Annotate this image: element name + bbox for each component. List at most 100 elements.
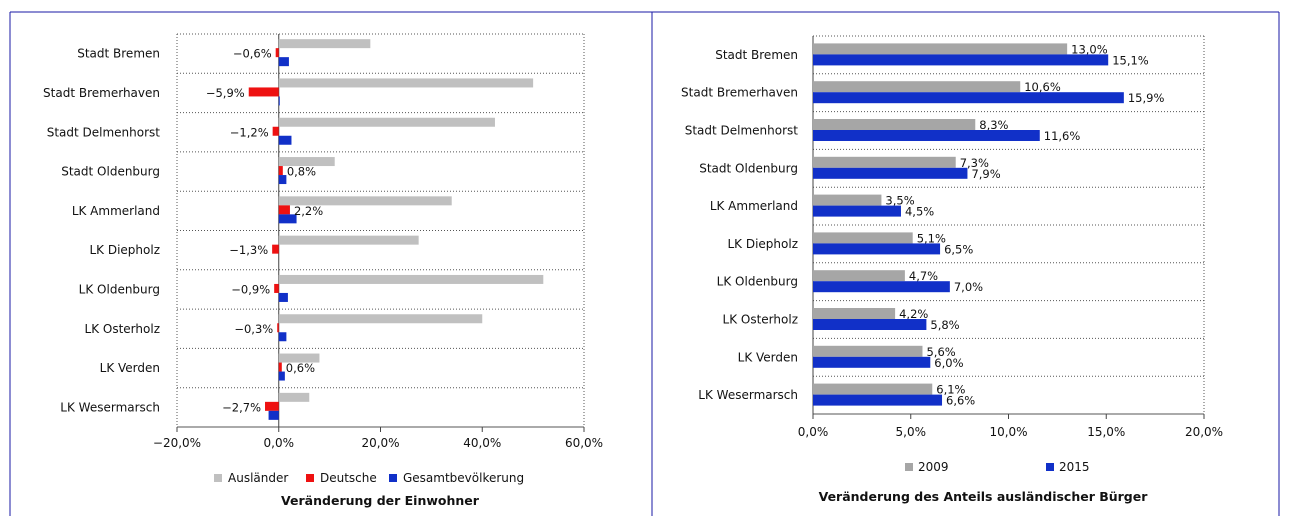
bar-deutsche (277, 323, 279, 333)
category-label: Stadt Oldenburg (699, 161, 798, 175)
legend-label: 2015 (1059, 460, 1090, 474)
data-label: −0,6% (233, 47, 272, 61)
category-label: LK Oldenburg (717, 275, 798, 289)
category-label: LK Oldenburg (79, 282, 160, 296)
data-label: 5,6% (926, 345, 955, 359)
bar-2015 (813, 205, 901, 217)
x-tick-label: 0,0% (798, 425, 829, 439)
chart-title: Veränderung des Anteils ausländischer Bü… (819, 489, 1149, 504)
category-label: LK Osterholz (85, 322, 160, 336)
bar-2015 (813, 319, 927, 330)
panel-frames (9, 11, 1280, 516)
category-label: LK Osterholz (723, 313, 798, 327)
category-label: Stadt Delmenhorst (685, 124, 799, 138)
bar-gesamt (278, 292, 288, 302)
bar-auslaender (278, 392, 310, 402)
category-label: LK Verden (738, 350, 798, 364)
bar-2015 (813, 281, 950, 293)
data-label: 4,5% (905, 205, 934, 219)
legend-label: 2009 (918, 460, 949, 474)
category-label: Stadt Bremerhaven (43, 86, 160, 100)
bar-2009 (813, 383, 933, 395)
category-label: LK Wesermarsch (60, 400, 160, 414)
bar-gesamt (278, 214, 297, 224)
legend-swatch (389, 474, 397, 482)
bar-deutsche (274, 283, 279, 293)
x-tick-label: 0,0% (264, 436, 295, 450)
data-label: 5,8% (930, 318, 959, 332)
data-label: 15,1% (1112, 53, 1149, 67)
category-label: LK Verden (100, 361, 160, 375)
data-label: 4,2% (899, 307, 928, 321)
bar-gesamt (268, 410, 279, 420)
bar-2015 (813, 243, 941, 255)
bar-2009 (813, 81, 1021, 93)
legend-swatch (306, 474, 314, 482)
x-tick-label: 20,0% (1185, 425, 1223, 439)
category-label: LK Diepholz (727, 237, 798, 251)
bar-auslaender (278, 39, 371, 49)
data-label: 10,6% (1024, 80, 1061, 94)
bar-2009 (813, 119, 976, 130)
x-tick-label: 15,0% (1087, 425, 1125, 439)
bar-deutsche (265, 401, 279, 411)
data-label: 15,9% (1128, 91, 1165, 105)
category-label: Stadt Bremen (77, 47, 160, 61)
bar-2009 (813, 308, 896, 319)
x-tick-label: 60,0% (565, 436, 603, 450)
legend-swatch (1046, 463, 1054, 471)
data-label: 7,3% (960, 156, 989, 170)
bar-2009 (813, 194, 882, 206)
data-label: 0,6% (286, 361, 315, 375)
bar-gesamt (278, 371, 285, 381)
data-label: 4,7% (909, 269, 938, 283)
bar-deutsche (278, 362, 282, 372)
bar-deutsche (272, 244, 279, 254)
chart-title: Veränderung der Einwohner (281, 493, 480, 508)
bar-2015 (813, 92, 1124, 104)
data-label: −2,7% (222, 400, 261, 414)
chart-right: 0,0% 5,0% 10,0% 15,0% 20,0% Stadt Bremen 13,0%… (681, 35, 1223, 504)
category-label: Stadt Delmenhorst (47, 125, 161, 139)
bar-deutsche (278, 205, 290, 215)
x-tick-label: 5,0% (896, 425, 927, 439)
x-tick-label: 20,0% (361, 436, 399, 450)
bar-2009 (813, 232, 913, 244)
bar-2009 (813, 156, 956, 168)
bar-auslaender (278, 78, 534, 88)
data-label: −1,3% (229, 243, 268, 257)
category-label: LK Ammerland (710, 199, 798, 213)
bar-2009 (813, 345, 923, 357)
data-label: 7,9% (971, 167, 1000, 181)
bar-gesamt (278, 96, 280, 106)
bar-2009 (813, 43, 1068, 55)
bar-2015 (813, 54, 1109, 66)
data-label: −1,2% (230, 125, 269, 139)
bar-auslaender (278, 196, 452, 206)
legend-label: Deutsche (320, 471, 377, 485)
data-label: −5,9% (206, 86, 245, 100)
bar-deutsche (275, 48, 279, 58)
x-tick-label: 10,0% (989, 425, 1027, 439)
legend-label: Gesamtbevölkerung (403, 471, 524, 485)
data-label: 2,2% (294, 204, 323, 218)
x-tick-label: 40,0% (463, 436, 501, 450)
category-label: Stadt Bremen (715, 48, 798, 62)
data-label: 6,5% (944, 242, 973, 256)
bar-auslaender (278, 235, 419, 245)
data-label: 11,6% (1044, 129, 1081, 143)
bar-gesamt (278, 57, 289, 67)
bar-gesamt (278, 175, 287, 185)
category-label: Stadt Bremerhaven (681, 86, 798, 100)
data-label: 6,6% (946, 394, 975, 408)
bar-auslaender (278, 353, 320, 363)
bar-2015 (813, 130, 1040, 141)
bar-2015 (813, 356, 931, 368)
bar-auslaender (278, 314, 483, 324)
data-label: −0,9% (231, 282, 270, 296)
category-label: Stadt Oldenburg (61, 165, 160, 179)
bar-deutsche (272, 126, 279, 136)
bar-gesamt (278, 332, 287, 342)
data-label: 13,0% (1071, 42, 1108, 56)
